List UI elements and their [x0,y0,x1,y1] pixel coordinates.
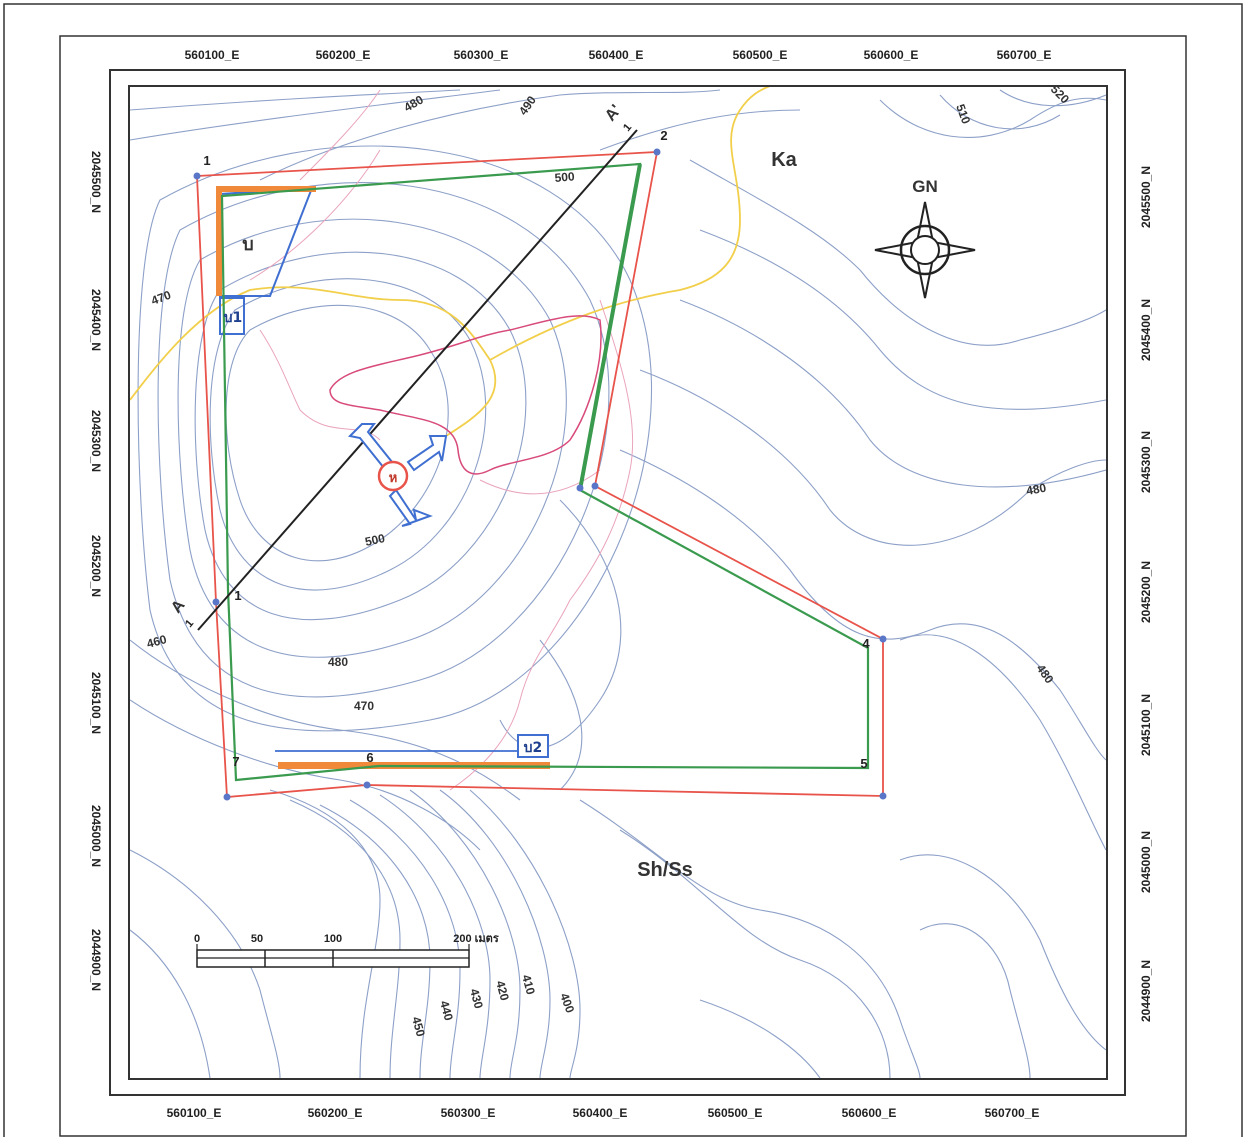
contour-label: 460 [145,632,168,651]
section-start-label: A [168,596,189,616]
pond-upper-label: บ [242,234,253,255]
scale-tick-label: 100 [324,933,342,945]
contour-label: 410 [519,973,538,996]
easting-label: 560700_E [997,48,1052,62]
scale-bar: 0 50 100 200 เมตร [194,933,499,968]
contour-value-labels: 480 490 500 510 5 2 0 470 500 460 480 4 7 0 … [145,87,1072,1038]
vertex-dots [193,148,887,801]
vertex-label: 2 [660,128,667,143]
section-end-label: A' [602,102,625,125]
easting-label: 560500_E [733,48,788,62]
section-line [197,129,638,631]
easting-label: 560600_E [842,1106,897,1120]
flow-arrows [347,423,448,527]
section-end-index: 1 [621,122,634,134]
easting-label: 560200_E [308,1106,363,1120]
scale-tick-label: 0 [194,933,200,945]
contour-label: 470 [149,288,173,308]
easting-label: 560700_E [985,1106,1040,1120]
pond-lower-box [517,734,549,758]
vertex-label: 1 [234,588,241,603]
northing-label: 2044900_N [89,929,103,991]
pond-upper-small [219,297,245,335]
northing-label: 2045100_N [89,672,103,734]
contour-label: 400 [557,991,577,1015]
northing-label: 2045300_N [89,410,103,472]
contour-label: 480 [1025,481,1047,498]
map-frame-inner [109,69,1126,1096]
contour-label: 480 [328,655,348,669]
stream-magenta [329,315,602,475]
outer-frame [3,3,1243,1137]
well-marker-icon [377,460,409,492]
boundary-red [196,151,884,798]
northing-label: 2045400_N [1139,299,1153,361]
zone-label-upper: Ka [771,149,797,171]
northing-label: 2045000_N [89,805,103,867]
well-marker-label: ห [389,471,398,486]
contour-label: 490 [516,93,539,118]
scale-tick-label: 50 [251,933,263,945]
easting-label: 560300_E [441,1106,496,1120]
north-arrow-label: GN [912,177,938,196]
scale-tick-label: 200 เมตร [453,933,499,945]
contour-label: 450 [409,1015,428,1038]
vertex-label: 4 [862,636,870,651]
contour-label: 440 [437,999,456,1022]
contour-label: 470 [354,699,374,713]
contour-label: 510 [953,102,973,126]
contour-lines [130,89,1106,1078]
vertex-label: 1 [203,153,210,168]
contour-label: 480 [1034,662,1057,687]
easting-label: 560100_E [185,48,240,62]
northing-label: 2045500_N [89,151,103,213]
northing-labels-left: 2045500_N 2045400_N 2045300_N 2045200_N … [89,151,103,991]
section-start-index: 1 [183,618,196,630]
zone-label-lower: Sh/Ss [637,859,693,881]
northing-label: 2045000_N [1139,831,1153,893]
contour-label: 430 [467,987,486,1010]
northing-label: 2045200_N [1139,561,1153,623]
map-frame-outer [59,35,1187,1137]
northing-label: 2045200_N [89,535,103,597]
contour-label: 420 [493,979,512,1002]
northing-labels-right: 2045500_N 2045400_N 2045300_N 2045200_N … [1139,166,1153,1022]
map-neatline [128,85,1108,1080]
contour-label: 500 [554,169,575,185]
northing-label: 2044900_N [1139,960,1153,1022]
vertex-label: 7 [232,754,239,769]
pond-upper [219,186,314,297]
northing-label: 2045100_N [1139,694,1153,756]
northing-label: 2045400_N [89,289,103,351]
northing-label: 2045300_N [1139,431,1153,493]
easting-label: 560200_E [316,48,371,62]
contour-label: 500 [364,531,387,549]
easting-label: 560400_E [589,48,644,62]
pond-upper-small-label: บ1 [224,310,243,326]
orange-bar-top [216,186,316,296]
easting-label: 560400_E [573,1106,628,1120]
boundary-green-thick [578,163,642,491]
easting-label: 560100_E [167,1106,222,1120]
compass-rose-icon [874,201,976,299]
northing-label: 2045500_N [1139,166,1153,228]
easting-labels-top: 560100_E 560200_E 560300_E 560400_E 5605… [185,48,1052,62]
easting-label: 560300_E [454,48,509,62]
vertex-label: 5 [860,756,867,771]
vertex-label: 6 [366,750,373,765]
contour-label: 480 [402,92,427,114]
pond-lower-label: บ2 [524,740,543,756]
easting-label: 560600_E [864,48,919,62]
easting-label: 560500_E [708,1106,763,1120]
boundary-green [220,162,870,782]
easting-labels-bottom: 560100_E 560200_E 560300_E 560400_E 5605… [167,1106,1040,1120]
